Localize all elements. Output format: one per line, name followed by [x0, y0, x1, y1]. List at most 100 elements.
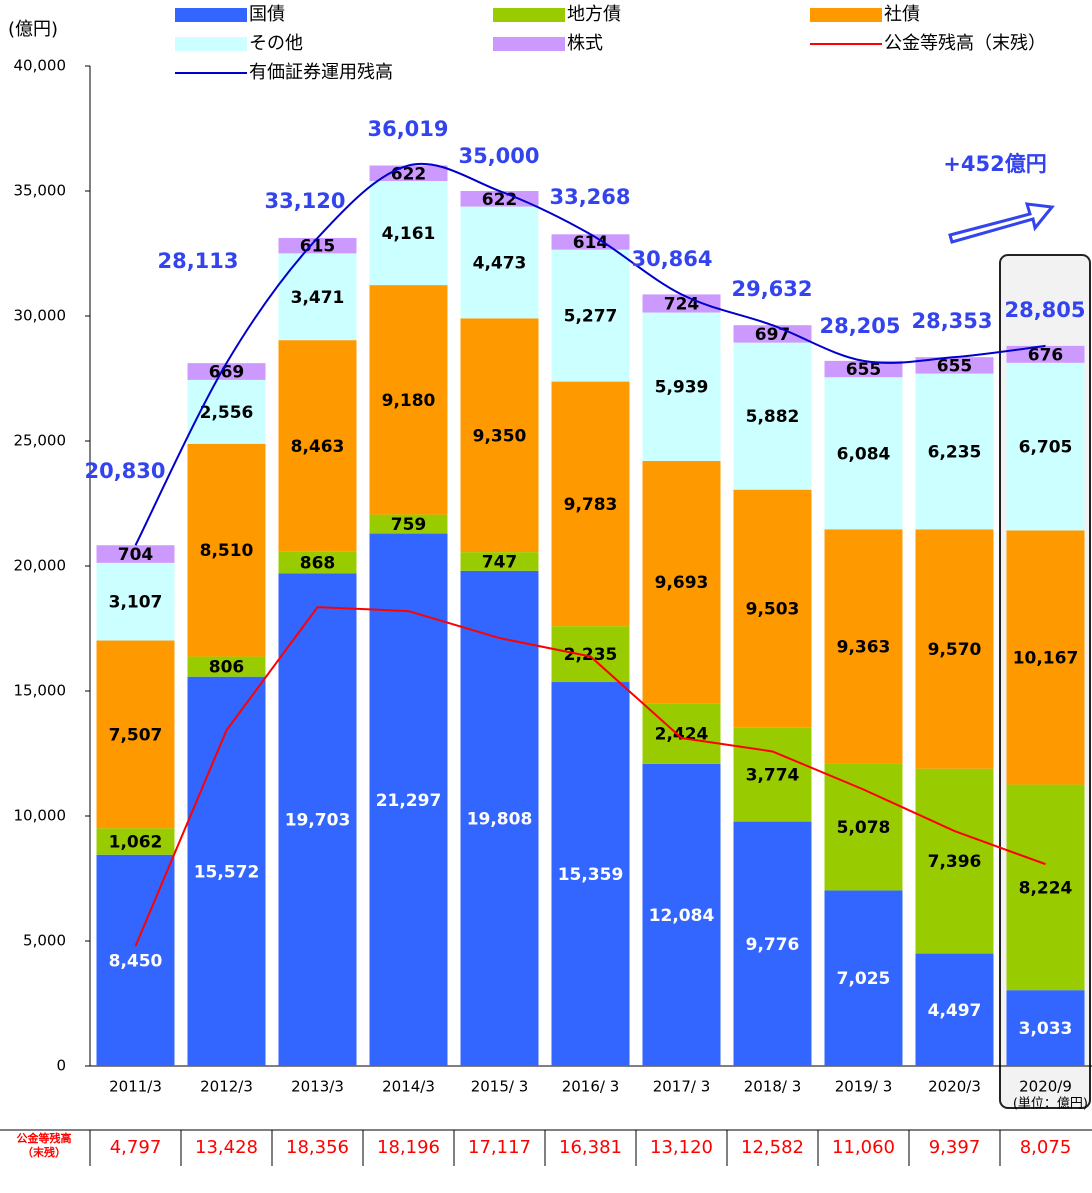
segment-label: 21,297 [376, 791, 442, 811]
table-cell: 13,120 [650, 1137, 713, 1158]
bar-segment [96, 545, 175, 563]
bar-segment [369, 514, 448, 534]
segment-label: 4,497 [928, 1001, 982, 1021]
bar-segment [96, 854, 175, 1066]
total-label: 35,000 [458, 144, 539, 168]
bar-segment [460, 570, 539, 1066]
segment-label: 6,705 [1019, 438, 1073, 458]
bar-segment [551, 381, 630, 627]
segment-label: 8,224 [1019, 878, 1073, 898]
y-tick-label: 40,000 [14, 57, 67, 75]
total-label: 29,632 [731, 277, 812, 301]
legend-label: 地方債 [567, 4, 621, 25]
legend-swatch [175, 37, 247, 51]
bar-segment [369, 181, 448, 286]
segment-label: 747 [482, 552, 518, 572]
segment-label: 9,363 [837, 637, 891, 657]
bar-segment [733, 821, 812, 1066]
total-label: 28,205 [819, 314, 900, 338]
segment-label: 5,078 [837, 818, 891, 838]
segment-label: 868 [300, 554, 336, 574]
table-cell: 16,381 [559, 1137, 622, 1158]
segment-label: 614 [573, 233, 609, 253]
total-label: 28,353 [911, 309, 992, 333]
segment-label: 8,463 [291, 437, 345, 457]
table-cell: 12,582 [741, 1137, 804, 1158]
x-tick-label: 2020/9 [1019, 1078, 1072, 1096]
x-tick-label: 2017/ 3 [653, 1078, 711, 1096]
segment-label: 9,783 [564, 495, 618, 515]
segment-label: 9,776 [746, 935, 800, 955]
segment-label: 2,556 [200, 403, 254, 423]
bar-segment [187, 363, 266, 380]
bar-segment [824, 360, 903, 378]
bar-segment [551, 626, 630, 683]
bar-segment [96, 562, 175, 641]
segment-label: 1,062 [109, 832, 163, 852]
table-cell: 13,428 [195, 1137, 258, 1158]
segment-label: 622 [391, 164, 427, 184]
bar-segment [369, 285, 448, 515]
segment-label: 3,471 [291, 288, 345, 308]
bar-segment [733, 342, 812, 490]
total-label: 28,113 [157, 249, 238, 273]
bar-segment [551, 249, 630, 382]
bar-segment [824, 763, 903, 891]
table-cell: 18,356 [286, 1137, 349, 1158]
segment-label: 3,107 [109, 593, 163, 613]
bar-segment [642, 294, 721, 313]
bar-segment [1006, 345, 1085, 363]
x-tick-label: 2013/3 [291, 1078, 344, 1096]
x-tick-label: 2016/ 3 [562, 1078, 620, 1096]
segment-label: 2,235 [564, 645, 618, 665]
bar-segment [915, 768, 994, 954]
total-label: 33,268 [549, 185, 630, 209]
bar-segment [733, 325, 812, 343]
total-line [134, 162, 1046, 546]
table-header: （末残） [22, 1145, 66, 1159]
bar-segment [1006, 784, 1085, 991]
legend-label: 株式 [567, 33, 603, 54]
table-cell: 9,397 [929, 1137, 981, 1158]
total-label: 36,019 [367, 117, 448, 141]
x-tick-label: 2012/3 [200, 1078, 253, 1096]
total-label: 30,864 [631, 247, 712, 271]
segment-label: 9,180 [382, 391, 436, 411]
segment-label: 3,033 [1019, 1019, 1073, 1039]
bar-segment [733, 727, 812, 822]
table-cell: 4,797 [110, 1137, 162, 1158]
segment-label: 10,167 [1013, 648, 1079, 668]
public-line [134, 606, 1046, 947]
segment-label: 676 [1028, 345, 1064, 365]
segment-label: 622 [482, 190, 518, 210]
bar-segment [551, 682, 630, 1066]
segment-label: 12,084 [649, 906, 715, 926]
y-tick-label: 35,000 [14, 182, 67, 200]
bar-segment [278, 238, 357, 254]
segment-label: 7,025 [837, 969, 891, 989]
legend-label: 国債 [249, 4, 285, 25]
bar-segment [824, 377, 903, 530]
segment-label: 8,450 [109, 951, 163, 971]
bar-segment [187, 656, 266, 677]
bar-segment [824, 529, 903, 764]
total-label: 20,830 [84, 459, 165, 483]
segment-label: 704 [118, 545, 154, 565]
segment-label: 697 [755, 325, 791, 345]
legend-label: その他 [249, 33, 303, 54]
bar-segment [460, 552, 539, 571]
x-tick-label: 2015/ 3 [471, 1078, 529, 1096]
segment-label: 4,161 [382, 224, 436, 244]
bar-segment [278, 551, 357, 574]
bar-segment [187, 443, 266, 657]
legend-swatch [175, 8, 247, 22]
legend-label: 有価証券運用残高 [249, 62, 393, 83]
segment-label: 724 [664, 294, 700, 314]
bar-segment [1006, 990, 1085, 1066]
unit-note: (単位：億円) [1013, 1096, 1088, 1112]
bar-segment [369, 533, 448, 1066]
bar-segment [915, 953, 994, 1066]
arrow [948, 202, 1055, 244]
bar-segment [187, 676, 266, 1066]
